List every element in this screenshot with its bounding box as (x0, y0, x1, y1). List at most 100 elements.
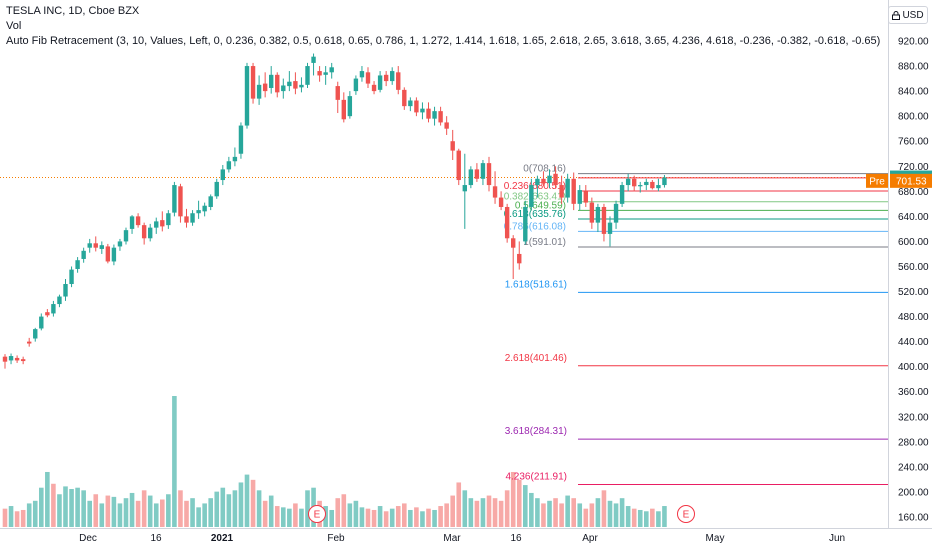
earnings-marker[interactable]: E (308, 505, 326, 523)
candle-body (444, 122, 449, 129)
y-tick-label: 240.00 (898, 462, 929, 473)
volume-bar (93, 494, 99, 527)
volume-bar (389, 508, 395, 527)
fib-retracement[interactable]: 0(708.16) 0.236(680.51)0.382(663.41)0.5(6… (504, 164, 888, 485)
candle-body (293, 81, 298, 89)
currency-button[interactable]: USD (888, 6, 928, 24)
x-tick-label: Feb (327, 533, 345, 544)
fib-indicator-label[interactable]: Auto Fib Retracement (3, 10, Values, Lef… (6, 35, 881, 47)
candle-body (474, 169, 480, 179)
volume-bar (619, 498, 625, 527)
candle-body (523, 206, 528, 242)
fib-level-label: 0.786(616.08) (504, 221, 566, 232)
candle-body (589, 202, 595, 223)
y-tick-label: 200.00 (898, 487, 929, 498)
volume-bar (135, 500, 141, 527)
candles[interactable] (2, 53, 667, 369)
candle-body (662, 177, 667, 186)
volume-bar (383, 511, 389, 527)
candle-body (341, 99, 346, 120)
volume-bar (662, 506, 667, 527)
candle-body (504, 206, 510, 239)
candle-body (511, 238, 516, 248)
time-axis-ticks[interactable]: Dec 16 2021 Feb Mar 16 Apr May Jun (79, 533, 845, 544)
volume-bar (184, 500, 189, 527)
volume-bar (238, 482, 244, 527)
volume-bar (607, 500, 613, 527)
fib-level-label: 0.618(635.76) (504, 209, 566, 220)
volume-bar (347, 503, 353, 527)
earnings-marker[interactable]: E (677, 505, 695, 523)
volume-bar (63, 486, 68, 527)
volume-bar (444, 503, 449, 527)
volume-bar (287, 508, 292, 527)
volume-bar (45, 471, 50, 527)
volume-bar (129, 492, 135, 527)
volume-bar (274, 506, 280, 527)
fib-level-label: 2.618(401.46) (505, 353, 567, 364)
y-tick-label: 800.00 (898, 112, 929, 123)
x-tick-label: Dec (79, 533, 97, 544)
candle-body (480, 163, 486, 179)
volume-bar (359, 507, 365, 527)
symbol-title[interactable]: TESLA INC, 1D, Cboe BZX (6, 5, 140, 17)
x-tick-label: 2021 (211, 533, 234, 544)
volume-bar (571, 498, 576, 527)
y-tick-label: 720.00 (898, 162, 929, 173)
volume-bar (160, 499, 165, 527)
volume-bar (631, 508, 637, 527)
volume-bar (371, 509, 377, 527)
candle-body (535, 178, 540, 186)
candle-body (426, 108, 431, 119)
x-tick-label: Jun (829, 533, 845, 544)
volume-bar (504, 490, 510, 527)
candle-body (311, 56, 316, 63)
candle-body (517, 253, 522, 264)
earnings-letter: E (683, 510, 690, 521)
candle-body (111, 247, 117, 262)
candle-body (541, 178, 546, 184)
volume-bar (220, 487, 226, 527)
volume-bar (256, 490, 262, 527)
candle-body (20, 359, 26, 362)
volume-bar (226, 494, 232, 527)
y-tick-label: 280.00 (898, 437, 929, 448)
candle-body (220, 169, 225, 181)
candle-body (619, 185, 625, 204)
candle-body (281, 85, 286, 92)
candle-body (396, 72, 401, 90)
volume-bar (147, 495, 153, 527)
candle-body (450, 141, 455, 151)
volume-bar (141, 490, 147, 527)
y-tick-label: 320.00 (898, 412, 929, 423)
volume-bar (196, 507, 201, 527)
candle-body (529, 185, 534, 207)
volume-bar (523, 485, 528, 527)
volume-bar (166, 494, 171, 527)
volume-bar (99, 503, 105, 527)
volume-bar (589, 503, 595, 527)
volume-bar (583, 508, 589, 527)
price-axis-ticks[interactable]: 920.00 880.00 840.00 800.00 760.00 720.00 680.… (898, 37, 929, 524)
candle-body (571, 178, 576, 204)
volume-bar (111, 496, 117, 527)
candle-body (420, 108, 425, 113)
candle-body (492, 186, 498, 198)
volume-bar (637, 509, 643, 527)
candle-body (383, 74, 389, 82)
candle-body (14, 357, 20, 361)
volume-indicator-label[interactable]: Vol (6, 20, 22, 32)
volume-bar (656, 511, 661, 527)
candle-body (365, 72, 371, 84)
volume-bar (480, 498, 486, 527)
volume-bar (559, 503, 564, 527)
volume-bar (178, 490, 183, 527)
volume-bar (535, 498, 540, 527)
candle-body (498, 197, 504, 207)
y-tick-label: 840.00 (898, 87, 929, 98)
candle-body (656, 185, 661, 189)
volume-bar (244, 474, 250, 527)
candle-body (51, 304, 56, 314)
